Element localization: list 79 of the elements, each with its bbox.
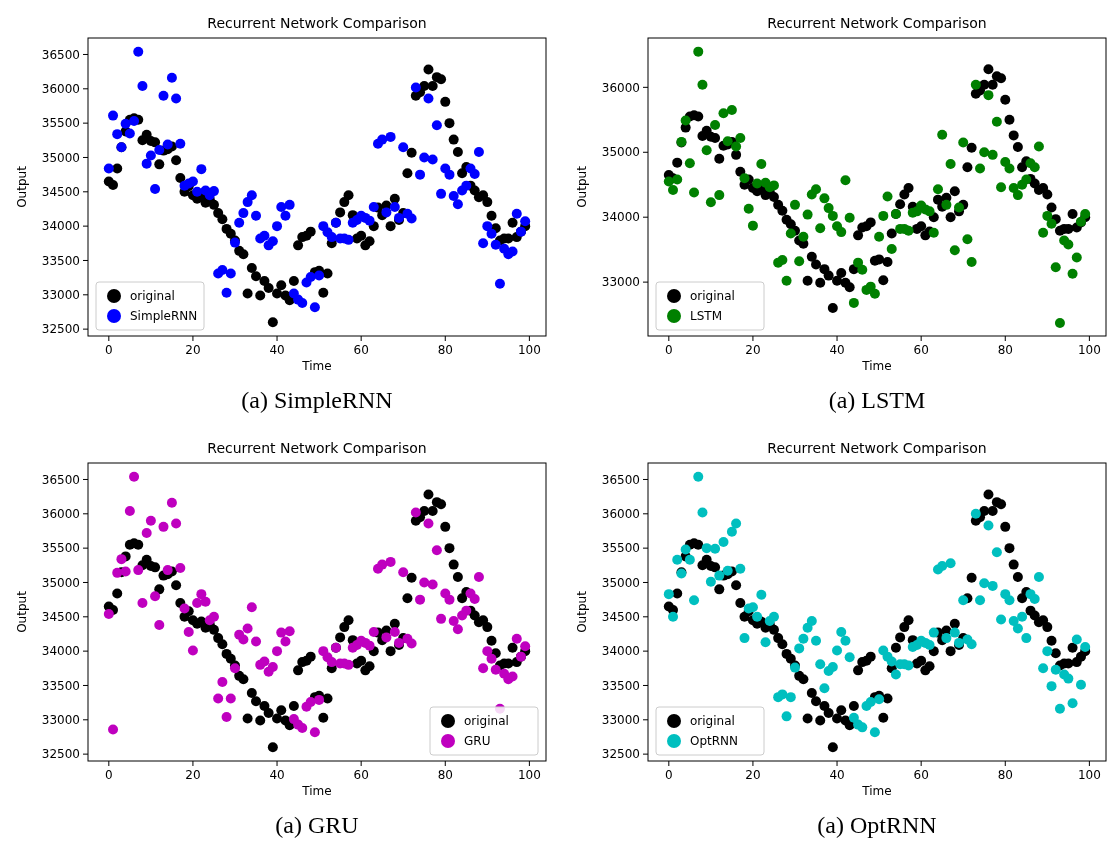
x-axis-title: Time bbox=[301, 359, 332, 373]
legend-label: GRU bbox=[464, 734, 491, 749]
y-tick-label: 34500 bbox=[601, 610, 640, 625]
legend-label: original bbox=[464, 714, 509, 729]
y-tick-label: 35500 bbox=[601, 541, 640, 556]
x-tick-label: 20 bbox=[745, 768, 761, 782]
y-tick-label: 32500 bbox=[41, 747, 80, 762]
x-tick-label: 60 bbox=[353, 768, 369, 782]
y-tick-label: 36000 bbox=[41, 82, 80, 97]
y-tick-label: 35000 bbox=[41, 150, 80, 165]
y-tick-label: 35000 bbox=[601, 145, 640, 160]
y-tick-label: 33500 bbox=[41, 678, 80, 693]
y-tick-label: 34500 bbox=[41, 185, 80, 200]
y-tick-label: 33000 bbox=[41, 288, 80, 302]
x-tick-label: 60 bbox=[353, 343, 369, 357]
legend-label: original bbox=[130, 289, 175, 304]
y-tick-label: 33500 bbox=[41, 253, 80, 268]
legend-label: original bbox=[690, 289, 735, 304]
chart-title: Recurrent Network Comparison bbox=[207, 15, 427, 31]
y-tick-label: 33000 bbox=[601, 275, 640, 290]
x-tick-label: 0 bbox=[105, 768, 113, 782]
y-tick-label: 36000 bbox=[601, 507, 640, 522]
y-tick-label: 36500 bbox=[41, 472, 80, 487]
y-tick-label: 34000 bbox=[41, 219, 80, 234]
legend-label: LSTM bbox=[690, 309, 722, 324]
x-tick-label: 100 bbox=[1077, 343, 1101, 357]
x-tick-label: 100 bbox=[1077, 768, 1101, 782]
y-tick-label: 34500 bbox=[41, 610, 80, 625]
x-axis-title: Time bbox=[301, 784, 332, 798]
x-tick-label: 100 bbox=[517, 768, 541, 782]
y-tick-label: 35500 bbox=[41, 116, 80, 131]
y-tick-label: 35000 bbox=[601, 575, 640, 590]
y-tick-label: 32500 bbox=[601, 747, 640, 762]
y-axis-title: Output bbox=[575, 590, 589, 633]
x-tick-label: 0 bbox=[665, 768, 673, 782]
x-tick-label: 20 bbox=[185, 343, 201, 357]
x-tick-label: 0 bbox=[105, 343, 113, 357]
x-tick-label: 40 bbox=[269, 343, 285, 357]
x-tick-label: 80 bbox=[997, 768, 1013, 782]
x-tick-label: 0 bbox=[665, 343, 673, 357]
y-tick-label: 32500 bbox=[41, 322, 80, 337]
y-axis-title: Output bbox=[15, 165, 29, 208]
text: (a) SimpleRNN bbox=[241, 387, 393, 413]
y-tick-label: 34000 bbox=[601, 210, 640, 225]
chart-title: Recurrent Network Comparison bbox=[767, 15, 987, 31]
y-tick-label: 35500 bbox=[41, 541, 80, 556]
y-tick-label: 36000 bbox=[601, 80, 640, 95]
legend-label: original bbox=[690, 714, 735, 729]
y-tick-label: 36500 bbox=[41, 47, 80, 62]
y-tick-label: 34000 bbox=[601, 644, 640, 659]
y-tick-label: 35000 bbox=[41, 575, 80, 590]
y-tick-label: 33500 bbox=[601, 678, 640, 693]
x-tick-label: 80 bbox=[437, 768, 453, 782]
y-axis-title: Output bbox=[15, 590, 29, 633]
x-tick-label: 60 bbox=[913, 768, 929, 782]
x-tick-label: 40 bbox=[269, 768, 285, 782]
x-tick-label: 100 bbox=[517, 343, 541, 357]
text: (a) LSTM bbox=[828, 387, 926, 413]
y-tick-label: 36000 bbox=[41, 507, 80, 522]
chart-title: Recurrent Network Comparison bbox=[767, 440, 987, 456]
x-tick-label: 40 bbox=[829, 343, 845, 357]
y-tick-label: 33000 bbox=[601, 713, 640, 727]
x-tick-label: 80 bbox=[437, 343, 453, 357]
legend-label: OptRNN bbox=[690, 734, 739, 749]
legend-label: SimpleRNN bbox=[130, 309, 198, 324]
x-tick-label: 80 bbox=[997, 343, 1013, 357]
y-tick-label: 36500 bbox=[601, 472, 640, 487]
x-axis-title: Time bbox=[861, 784, 892, 798]
y-tick-label: 33000 bbox=[41, 713, 80, 727]
text: (a) OptRNN bbox=[817, 812, 937, 838]
y-axis-title: Output bbox=[575, 165, 589, 208]
chart-title: Recurrent Network Comparison bbox=[207, 440, 427, 456]
y-tick-label: 34000 bbox=[41, 644, 80, 659]
text: (a) GRU bbox=[275, 812, 359, 838]
x-tick-label: 20 bbox=[185, 768, 201, 782]
x-tick-label: 20 bbox=[745, 343, 761, 357]
x-tick-label: 60 bbox=[913, 343, 929, 357]
x-tick-label: 40 bbox=[829, 768, 845, 782]
x-axis-title: Time bbox=[861, 359, 892, 373]
